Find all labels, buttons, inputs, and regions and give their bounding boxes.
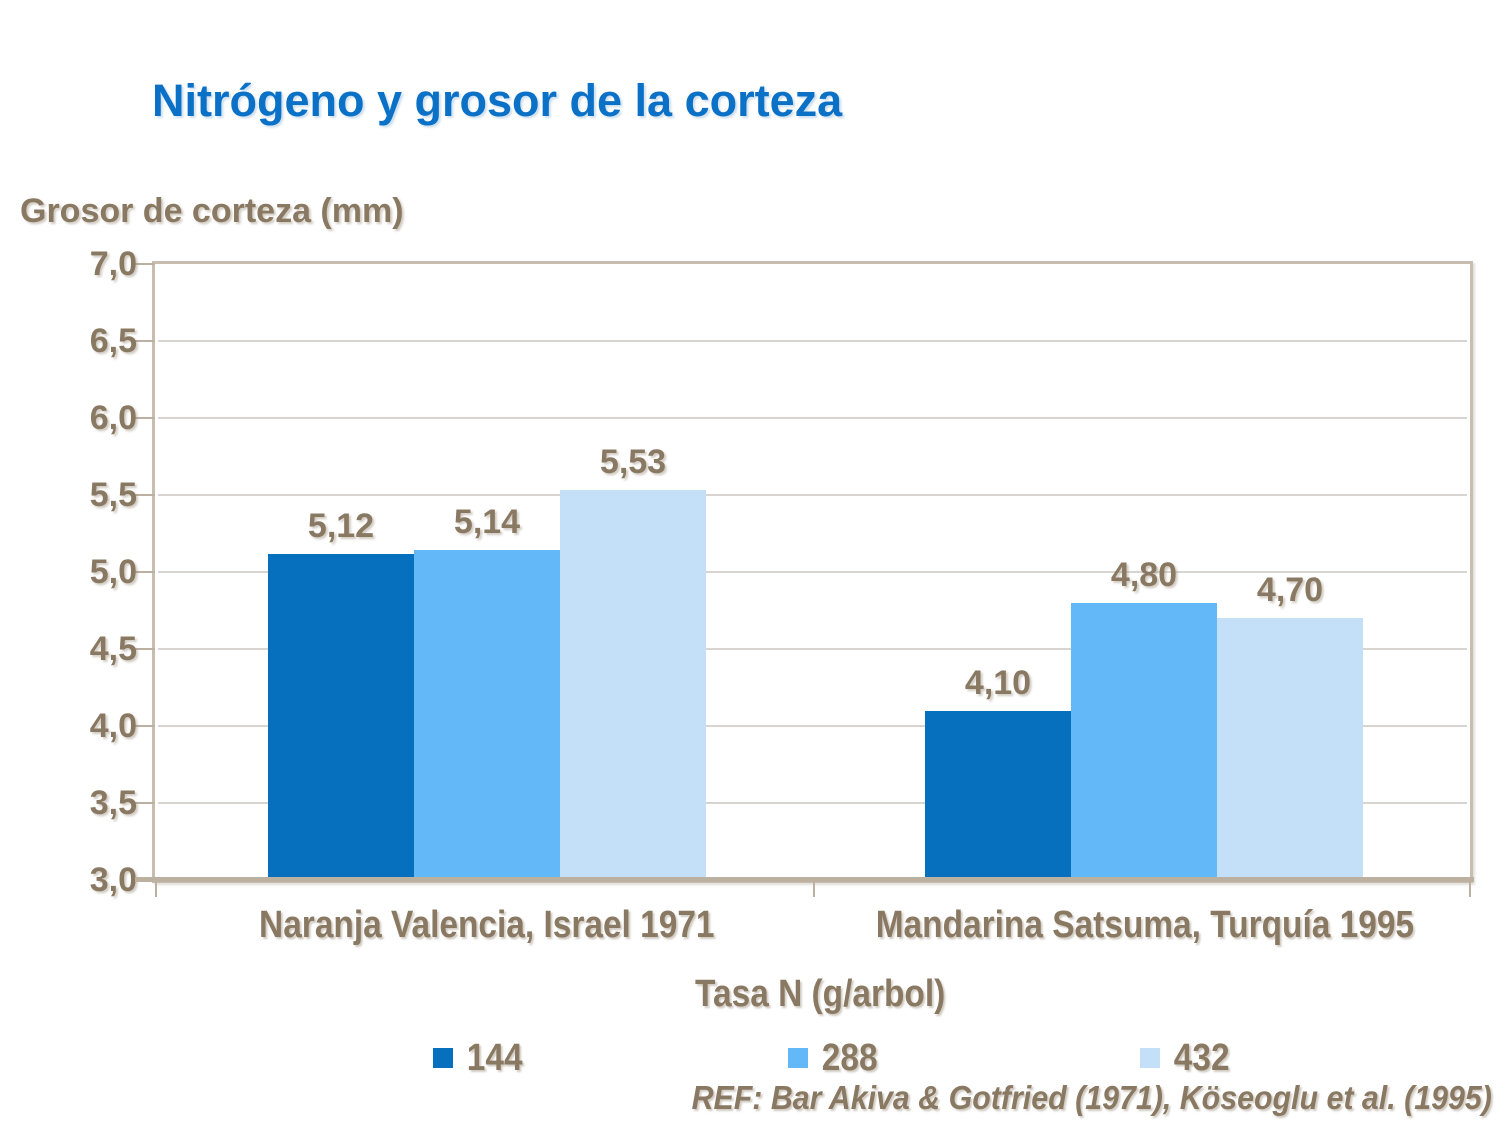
- y-axis-tick: [133, 340, 155, 342]
- y-axis-tick: [133, 494, 155, 496]
- x-axis-tick: [813, 880, 815, 897]
- value-label: 4,80: [1110, 556, 1178, 594]
- y-axis-tick: [133, 417, 155, 419]
- ref-note: REF: Bar Akiva & Gotfried (1971), Köseog…: [691, 1079, 1492, 1116]
- legend-swatch-144: [433, 1048, 453, 1068]
- legend-item-432: 432: [1140, 1036, 1233, 1080]
- bar-288-category-1: [414, 550, 560, 880]
- value-label: 5,53: [599, 443, 667, 481]
- y-tick-label: 3,0: [89, 861, 137, 899]
- bar-144-category-1: [268, 554, 414, 880]
- y-axis-tick: [133, 725, 155, 727]
- gridline: [158, 340, 1467, 342]
- category-label-text: Mandarina Satsuma, Turquía 1995: [875, 904, 1415, 946]
- bar-144-category-2: [925, 711, 1071, 880]
- y-axis-title: Grosor de corteza (mm): [20, 192, 404, 230]
- value-label: 5,12: [307, 507, 375, 545]
- y-tick-label: 4,5: [89, 630, 137, 668]
- value-label: 5,14: [453, 503, 521, 541]
- value-label: 4,70: [1256, 571, 1324, 609]
- x-axis-title: Tasa N (g/arbol): [620, 973, 1020, 1015]
- y-tick-label: 6,0: [89, 399, 137, 437]
- y-tick-label: 5,5: [89, 476, 137, 514]
- chart-title: Nitrógeno y grosor de la corteza: [152, 75, 843, 126]
- y-tick-label: 3,5: [89, 784, 137, 822]
- gridline: [158, 571, 1467, 573]
- value-label: 4,10: [964, 664, 1032, 702]
- legend-label-432: 432: [1173, 1037, 1230, 1079]
- category-label: Mandarina Satsuma, Turquía 1995: [795, 903, 1495, 947]
- bar-432-category-1: [560, 490, 706, 880]
- y-axis-tick: [133, 263, 155, 265]
- gridline: [158, 802, 1467, 804]
- x-axis-title-text: Tasa N (g/arbol): [694, 973, 946, 1015]
- legend-swatch-432: [1140, 1048, 1160, 1068]
- legend-item-144: 144: [433, 1036, 526, 1080]
- x-axis-baseline: [135, 877, 1474, 882]
- category-label-text: Naranja Valencia, Israel 1971: [259, 904, 715, 946]
- y-axis-tick: [133, 571, 155, 573]
- legend-item-288: 288: [788, 1036, 881, 1080]
- legend-swatch-288: [788, 1048, 808, 1068]
- gridline: [158, 494, 1467, 496]
- bar-288-category-2: [1071, 603, 1217, 880]
- y-axis-tick: [133, 802, 155, 804]
- category-label: Naranja Valencia, Israel 1971: [137, 903, 837, 947]
- y-tick-label: 7,0: [89, 245, 137, 283]
- gridline: [158, 725, 1467, 727]
- y-tick-label: 4,0: [89, 707, 137, 745]
- x-axis-tick: [155, 880, 157, 897]
- x-axis-tick: [1469, 880, 1471, 897]
- y-tick-label: 5,0: [89, 553, 137, 591]
- y-tick-label: 6,5: [89, 322, 137, 360]
- y-axis-tick: [133, 648, 155, 650]
- legend-label-144: 144: [466, 1037, 523, 1079]
- legend-label-288: 288: [821, 1037, 878, 1079]
- gridline: [158, 648, 1467, 650]
- gridline: [158, 417, 1467, 419]
- bar-432-category-2: [1217, 618, 1363, 880]
